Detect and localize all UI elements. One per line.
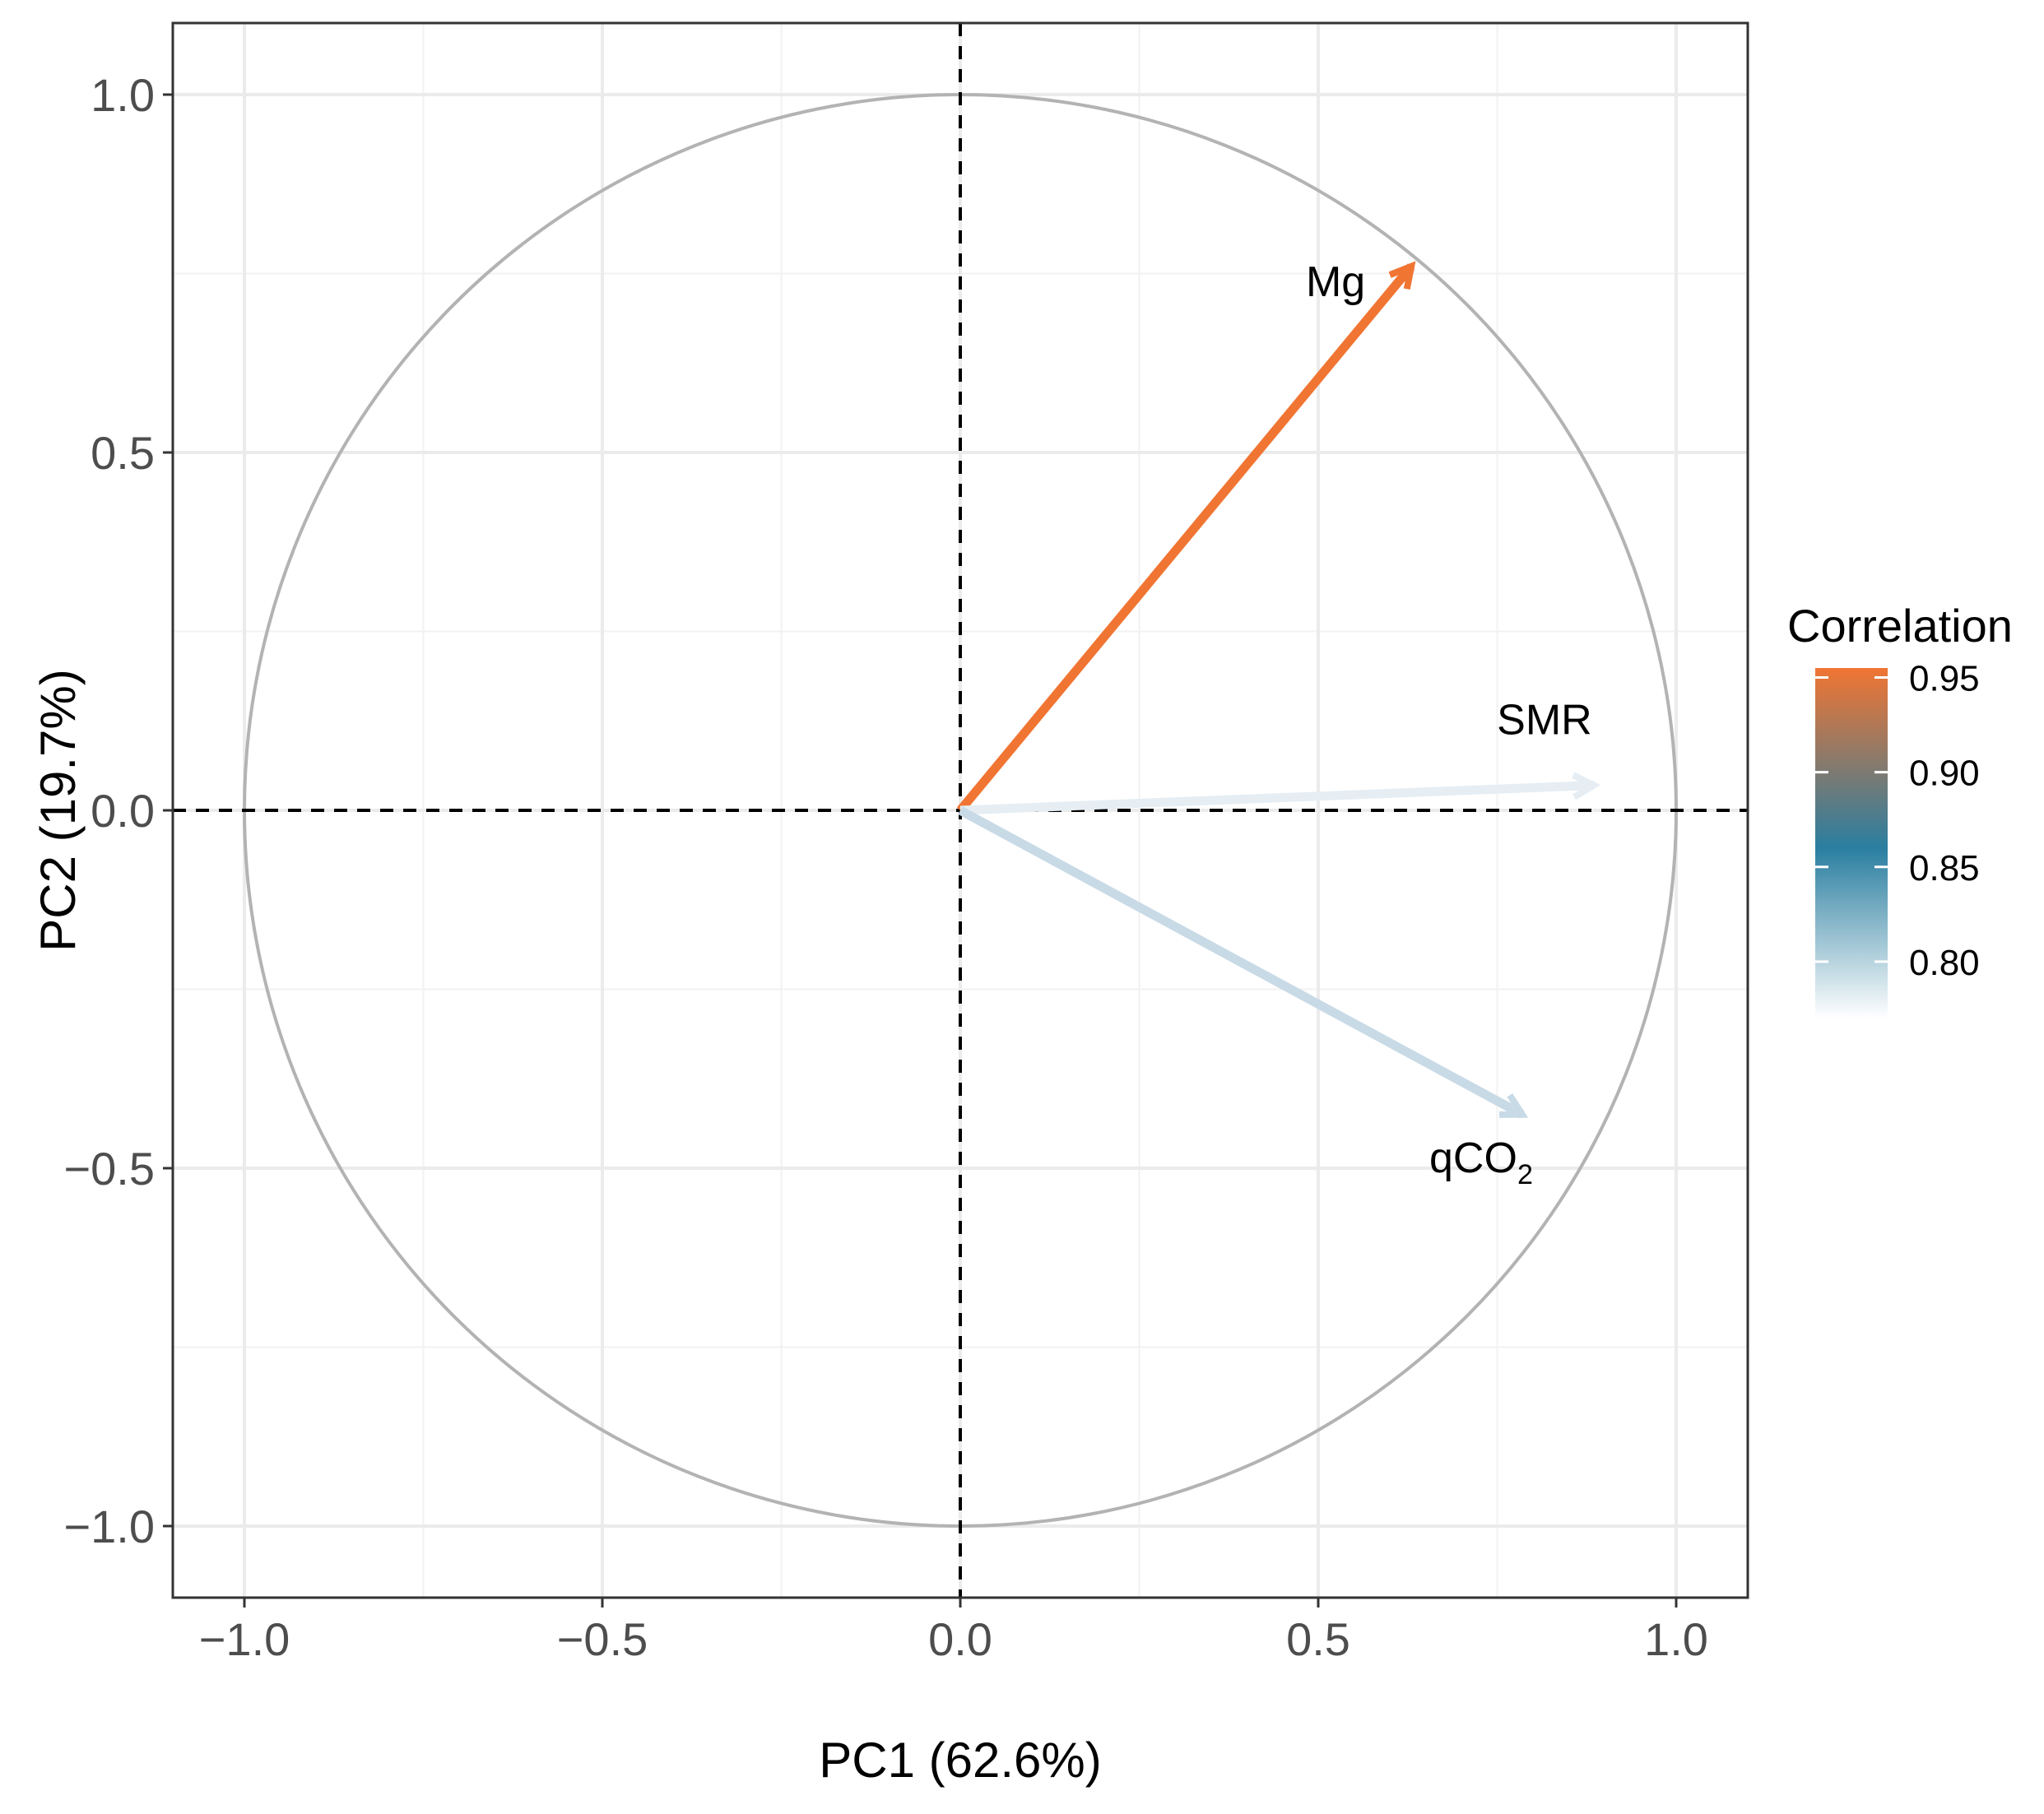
vector-arrowhead-smr [1572,772,1601,800]
y-tick-label: −1.0 [63,1501,155,1552]
legend-colorbar [1815,668,1888,1018]
x-tick-label: 0.5 [1286,1613,1350,1665]
y-tick-label: 1.0 [91,69,155,121]
vector-label-qco: qCO2 [1429,1134,1533,1190]
x-axis-title: PC1 (62.6%) [819,1733,1101,1788]
vector-arrowhead-qco [1498,1093,1529,1118]
x-tick-label: −1.0 [199,1613,290,1665]
legend-break-label: 0.85 [1909,848,1980,888]
x-tick-label: −0.5 [557,1613,648,1665]
legend-break-label: 0.95 [1909,659,1980,699]
legend-break-label: 0.90 [1909,754,1980,794]
vector-label-mg: Mg [1306,258,1365,306]
vector-label-smr: SMR [1497,697,1592,745]
y-tick-label: −0.5 [63,1143,155,1195]
x-tick-label: 1.0 [1644,1613,1708,1665]
vector-arrow-qco [958,806,1525,1119]
vector-arrowhead-mg [1388,261,1416,290]
y-tick-label: 0.5 [91,427,155,479]
vector-label-subscript: 2 [1517,1159,1533,1190]
legend: Correlation 0.95 0.90 0.85 0.80 [1787,600,2013,1018]
legend-title: Correlation [1787,600,2013,652]
vector-arrow-smr [959,781,1595,815]
y-axis-title: PC2 (19.7%) [30,669,86,951]
x-tick-label: 0.0 [928,1613,992,1665]
y-tick-label: 0.0 [91,785,155,837]
vector-arrow-mg [956,263,1415,814]
legend-break-label: 0.80 [1909,943,1980,983]
vector-label-main: qCO [1429,1134,1517,1182]
